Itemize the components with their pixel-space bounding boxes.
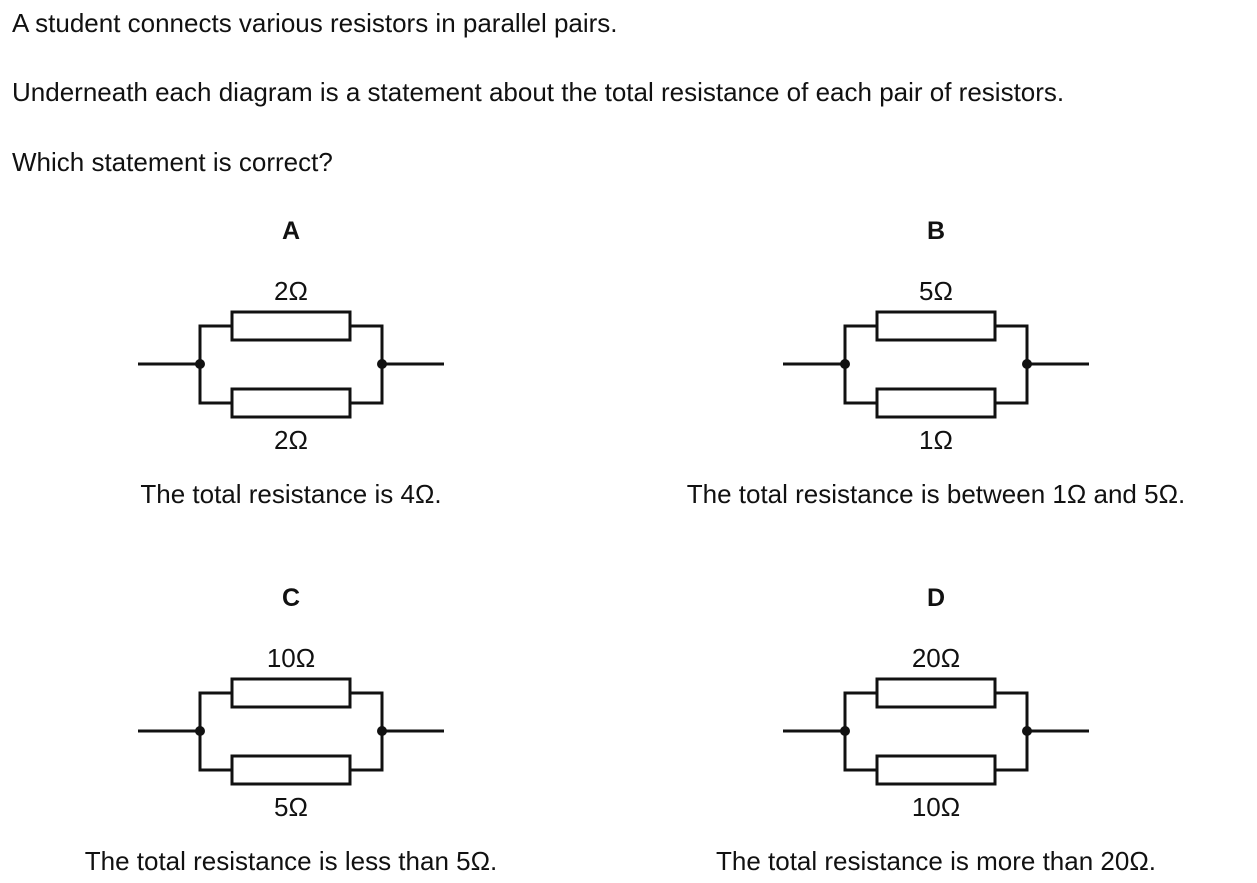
- circuit-a: [138, 310, 444, 419]
- option-statement: The total resistance is more than 20Ω.: [716, 846, 1156, 876]
- lower-left-wire: [843, 731, 877, 772]
- upper-right-wire: [995, 324, 1029, 364]
- junction-dot: [840, 359, 850, 369]
- top-resistor: [230, 677, 352, 709]
- junction-dot: [1022, 726, 1032, 736]
- question-line-2: Underneath each diagram is a statement a…: [12, 77, 1065, 107]
- junction-dot: [195, 359, 205, 369]
- bottom-resistor: [875, 754, 997, 786]
- option-statement: The total resistance is less than 5Ω.: [84, 846, 498, 876]
- upper-right-wire: [350, 324, 384, 364]
- option-letter: D: [926, 584, 946, 612]
- bottom-resistor: [875, 387, 997, 419]
- lower-right-wire: [995, 731, 1029, 772]
- question-line-1: A student connects various resistors in …: [12, 8, 618, 38]
- bottom-resistor-label: 5Ω: [274, 792, 308, 822]
- junction-dot: [377, 726, 387, 736]
- lower-left-wire: [198, 364, 232, 405]
- option-letter: A: [281, 217, 301, 245]
- junction-dot: [840, 726, 850, 736]
- bottom-resistor-label: 1Ω: [919, 425, 953, 455]
- junction-dot: [1022, 359, 1032, 369]
- bottom-resistor: [230, 754, 352, 786]
- junction-dot: [195, 726, 205, 736]
- upper-left-wire: [843, 691, 877, 731]
- bottom-resistor-label: 10Ω: [911, 792, 961, 822]
- top-resistor-label: 10Ω: [266, 643, 316, 673]
- option-letter: B: [926, 217, 946, 245]
- upper-left-wire: [843, 324, 877, 364]
- lower-right-wire: [995, 364, 1029, 405]
- lower-right-wire: [350, 364, 384, 405]
- lower-left-wire: [843, 364, 877, 405]
- upper-right-wire: [995, 691, 1029, 731]
- circuit-b: [783, 310, 1089, 419]
- top-resistor: [875, 310, 997, 342]
- upper-left-wire: [198, 324, 232, 364]
- upper-right-wire: [350, 691, 384, 731]
- option-statement: The total resistance is between 1Ω and 5…: [686, 479, 1186, 509]
- bottom-resistor-label: 2Ω: [274, 425, 308, 455]
- bottom-resistor: [230, 387, 352, 419]
- top-resistor-label: 5Ω: [919, 276, 953, 306]
- top-resistor: [230, 310, 352, 342]
- circuit-c: [138, 677, 444, 786]
- top-resistor-label: 20Ω: [911, 643, 961, 673]
- option-letter: C: [281, 584, 301, 612]
- lower-right-wire: [350, 731, 384, 772]
- lower-left-wire: [198, 731, 232, 772]
- question-line-3: Which statement is correct?: [12, 147, 333, 177]
- circuit-d: [783, 677, 1089, 786]
- upper-left-wire: [198, 691, 232, 731]
- top-resistor-label: 2Ω: [274, 276, 308, 306]
- top-resistor: [875, 677, 997, 709]
- option-statement: The total resistance is 4Ω.: [140, 479, 442, 509]
- junction-dot: [377, 359, 387, 369]
